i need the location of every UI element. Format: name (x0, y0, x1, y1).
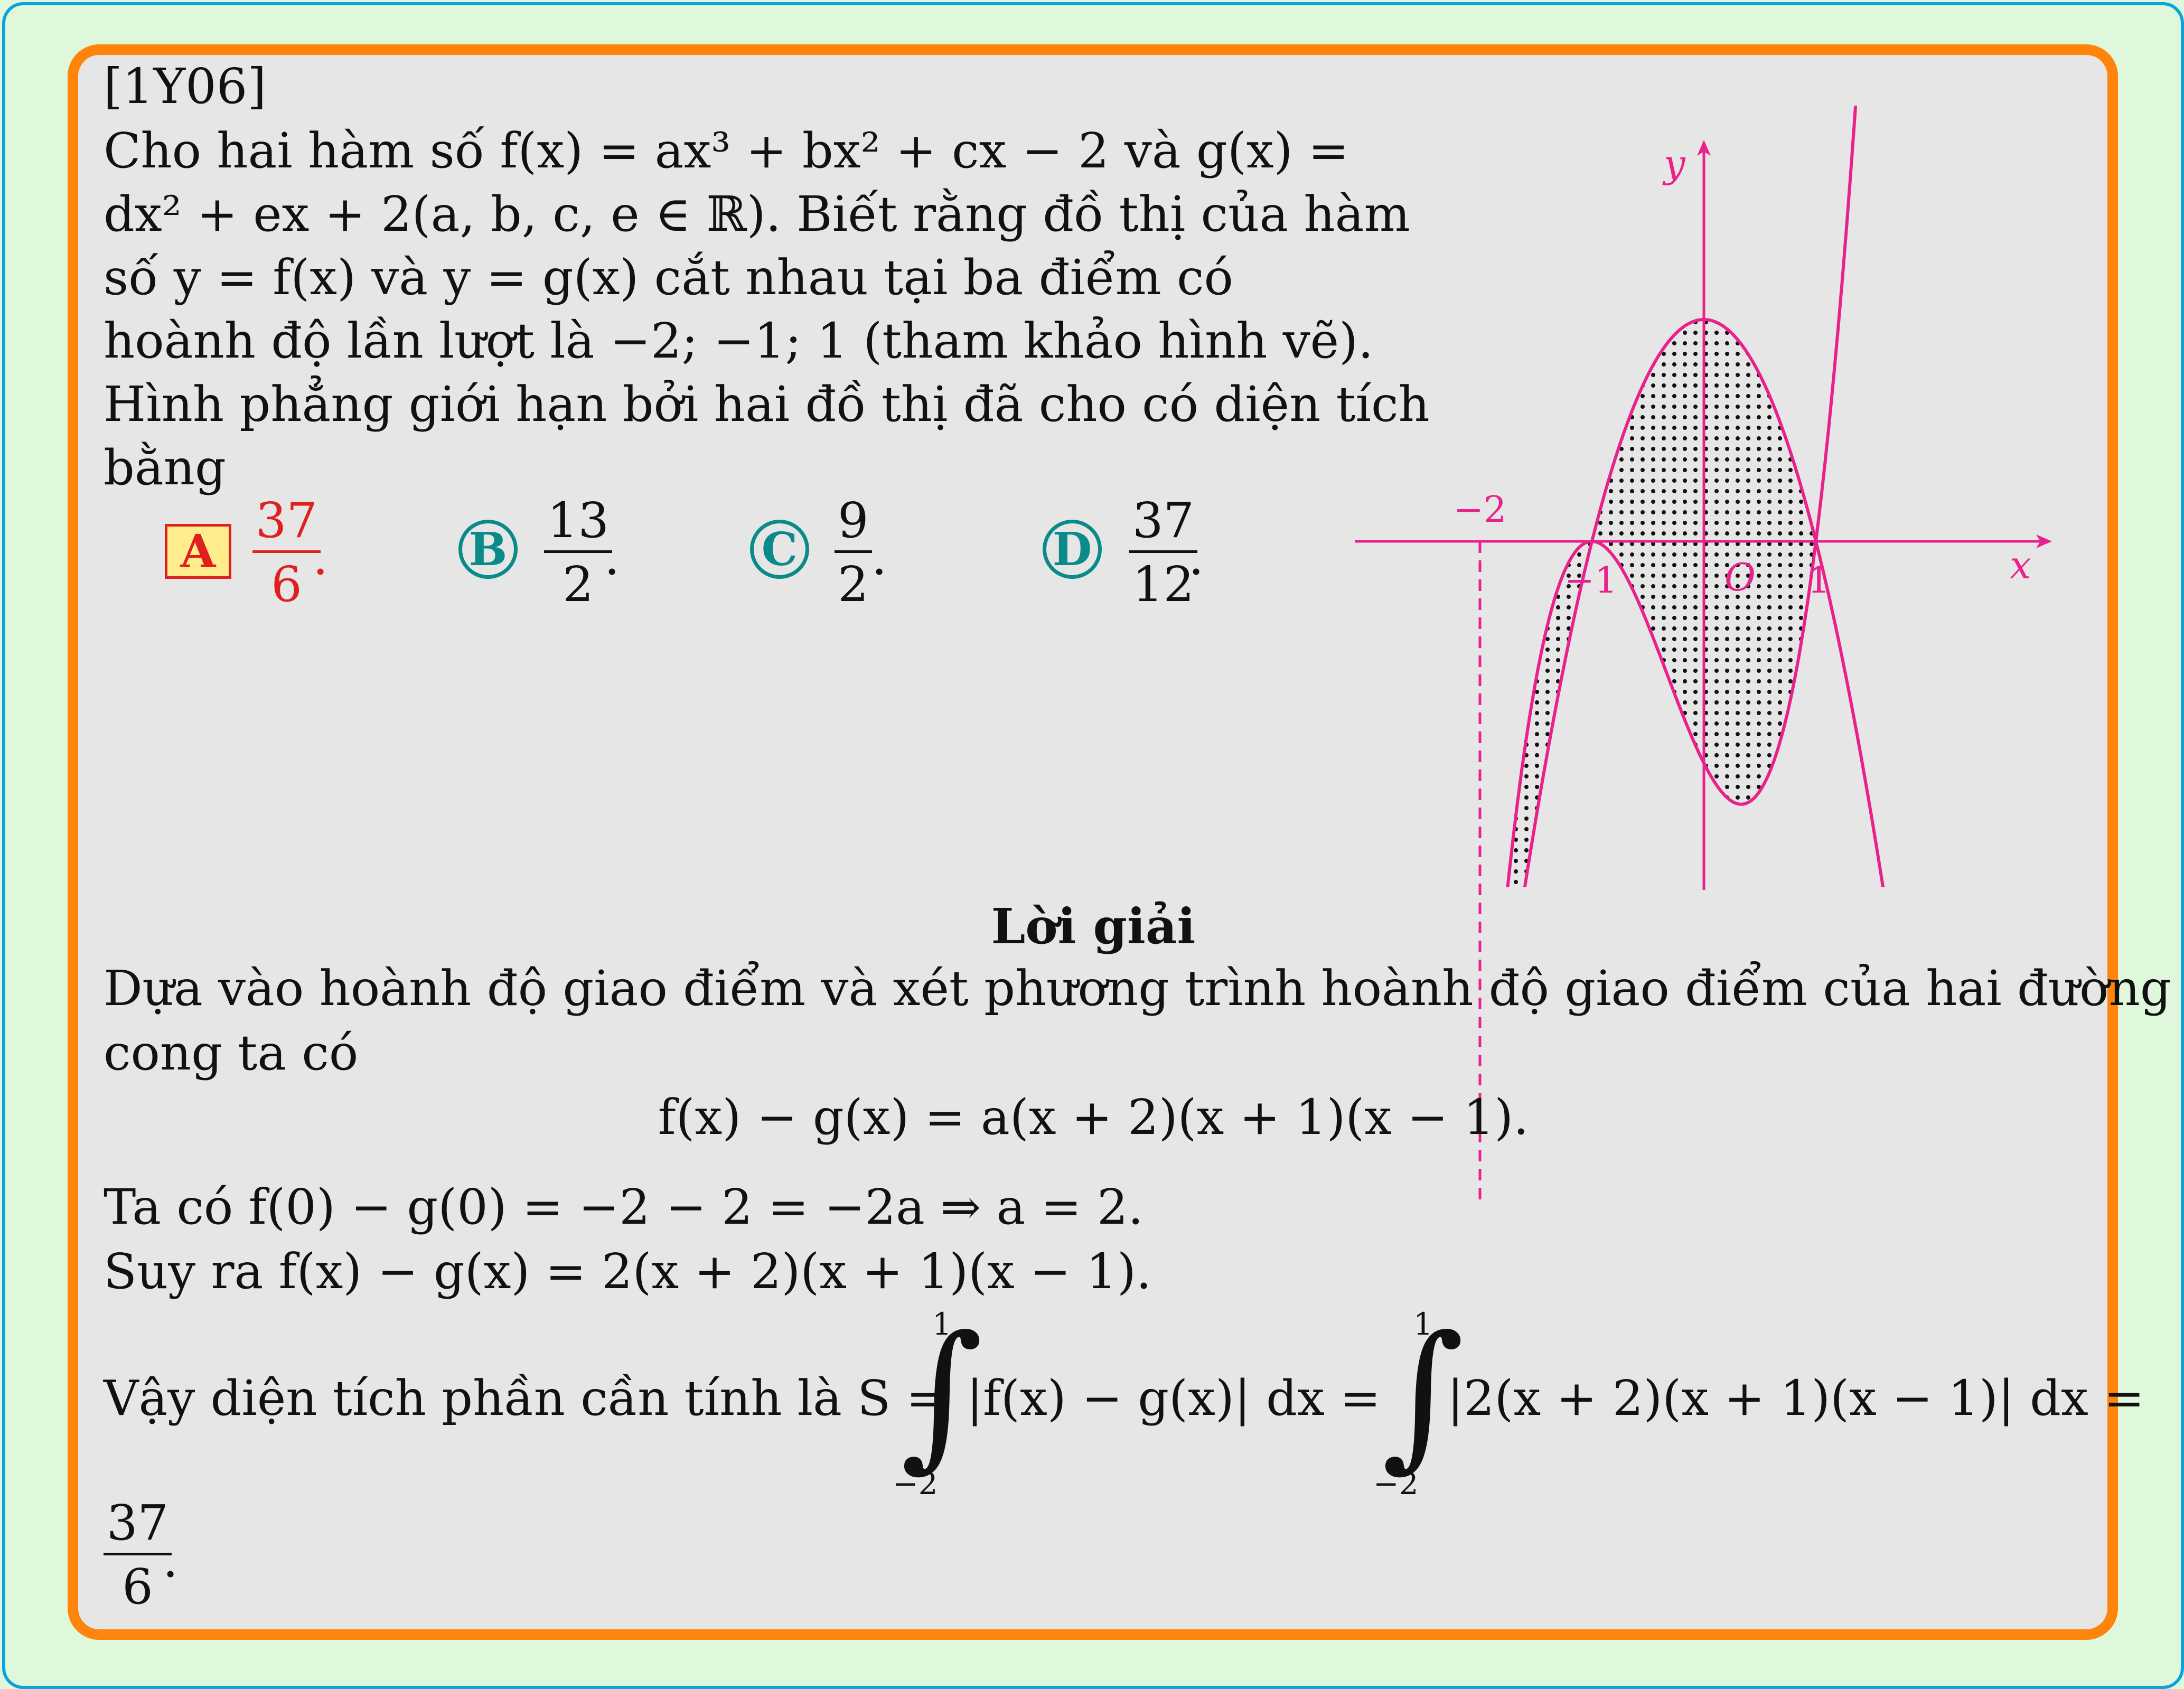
option-b-badge[interactable]: B (458, 520, 518, 579)
problem-id: [1Y06] (104, 58, 267, 115)
problem-line-3: số y = f(x) và y = g(x) cắt nhau tại ba … (104, 249, 1233, 306)
tick-label-1: 1 (1807, 560, 1830, 602)
x-axis-label: x (2010, 543, 2031, 587)
tick-label-minus-1: −1 (1564, 560, 1617, 602)
option-d-period: . (1188, 529, 1204, 586)
cubic-curve-f (1506, 106, 1858, 887)
x-axis-arrow-icon (2036, 534, 2052, 548)
solution-line-1: Dựa vào hoành độ giao điểm và xét phương… (104, 960, 2171, 1017)
integral-2-sign: ∫ (1382, 1302, 1465, 1486)
integral-2-upper: 1 (1413, 1306, 1433, 1342)
tick-label-minus-2: −2 (1454, 489, 1506, 531)
integral-2-lower: −2 (1373, 1466, 1419, 1502)
problem-line-4: hoành độ lần lượt là −2; −1; 1 (tham khả… (104, 313, 1374, 369)
option-b-period: . (604, 529, 620, 586)
solution-line-4: Suy ra f(x) − g(x) = 2(x + 2)(x + 1)(x −… (104, 1243, 1152, 1300)
problem-line-6: bằng (104, 439, 226, 496)
origin-label: O (1724, 555, 1756, 599)
y-axis-arrow-icon (1697, 140, 1711, 156)
integral-1-body: |f(x) − g(x)| dx = (967, 1370, 1381, 1427)
solution-heading: Lời giải (991, 898, 1196, 955)
solution-line-2: cong ta có (104, 1025, 359, 1081)
integral-1-upper: 1 (932, 1306, 952, 1342)
option-a-period: . (313, 529, 329, 586)
solution-line-3: Ta có f(0) − g(0) = −2 − 2 = −2a ⇒ a = 2… (104, 1179, 1143, 1235)
option-b-value[interactable]: 13 2 (544, 496, 613, 609)
integral-1-sign: ∫ (901, 1302, 983, 1486)
y-axis-label: y (1662, 142, 1686, 186)
solution-result: 37 6 (104, 1499, 172, 1611)
option-a-value[interactable]: 37 6 (252, 496, 321, 609)
problem-card (68, 44, 2118, 1640)
problem-line-2: dx² + ex + 2(a, b, c, e ∈ ℝ). Biết rằng … (104, 186, 1410, 242)
option-c-badge[interactable]: C (750, 520, 809, 579)
option-d-badge[interactable]: D (1043, 520, 1102, 579)
solution-result-period: . (163, 1532, 179, 1588)
area-prefix: Vậy diện tích phần cần tính là S = (104, 1370, 947, 1427)
solution-equation: f(x) − g(x) = a(x + 2)(x + 1)(x − 1). (658, 1089, 1529, 1146)
problem-line-5: Hình phẳng giới hạn bởi hai đồ thị đã ch… (104, 376, 1430, 433)
shaded-region (1507, 320, 1816, 887)
option-c-period: . (871, 529, 887, 586)
option-a-badge[interactable]: A (165, 524, 231, 579)
integral-2-body: |2(x + 2)(x + 1)(x − 1)| dx = (1447, 1370, 2145, 1427)
integral-1-lower: −2 (893, 1466, 938, 1502)
option-d-value[interactable]: 37 12 (1129, 496, 1198, 609)
problem-line-1: Cho hai hàm số f(x) = ax³ + bx² + cx − 2… (104, 123, 1349, 179)
